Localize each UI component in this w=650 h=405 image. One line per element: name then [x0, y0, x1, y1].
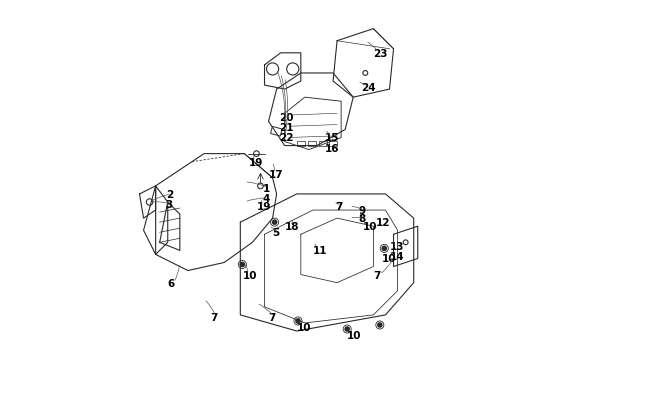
- Text: 18: 18: [285, 222, 299, 232]
- Text: 10: 10: [382, 254, 396, 264]
- Text: 7: 7: [335, 202, 343, 211]
- Bar: [318, 141, 326, 147]
- Text: 12: 12: [376, 217, 390, 228]
- Text: 3: 3: [166, 200, 173, 209]
- Circle shape: [295, 318, 301, 324]
- Text: 1: 1: [263, 183, 270, 194]
- Circle shape: [344, 326, 350, 332]
- Text: 11: 11: [313, 246, 328, 256]
- Text: 14: 14: [389, 252, 404, 262]
- Bar: [270, 127, 282, 137]
- Text: 10: 10: [297, 322, 311, 332]
- Text: 16: 16: [325, 143, 339, 153]
- Text: 13: 13: [389, 242, 404, 252]
- Text: 15: 15: [325, 133, 339, 143]
- Circle shape: [382, 246, 387, 252]
- Text: 5: 5: [272, 228, 280, 238]
- Circle shape: [377, 322, 383, 328]
- Text: 24: 24: [361, 83, 376, 93]
- Text: 8: 8: [358, 213, 365, 224]
- Circle shape: [272, 220, 278, 226]
- Text: 7: 7: [268, 312, 276, 322]
- Text: 20: 20: [279, 113, 293, 123]
- Circle shape: [239, 262, 245, 268]
- Text: 22: 22: [279, 133, 293, 143]
- Text: 19: 19: [257, 202, 271, 211]
- Text: 19: 19: [248, 157, 263, 167]
- Bar: [330, 141, 337, 147]
- Text: 9: 9: [358, 206, 365, 215]
- Bar: [307, 141, 316, 147]
- Text: 2: 2: [166, 190, 173, 199]
- Text: 4: 4: [263, 194, 270, 203]
- Text: 6: 6: [168, 278, 175, 288]
- Bar: [297, 141, 305, 147]
- Text: 10: 10: [347, 330, 361, 340]
- Text: 7: 7: [210, 312, 218, 322]
- Text: 17: 17: [268, 169, 283, 179]
- Text: 10: 10: [363, 222, 378, 232]
- Text: 23: 23: [373, 49, 388, 59]
- Text: 10: 10: [242, 270, 257, 280]
- Text: 21: 21: [279, 123, 293, 133]
- Text: 7: 7: [373, 270, 381, 280]
